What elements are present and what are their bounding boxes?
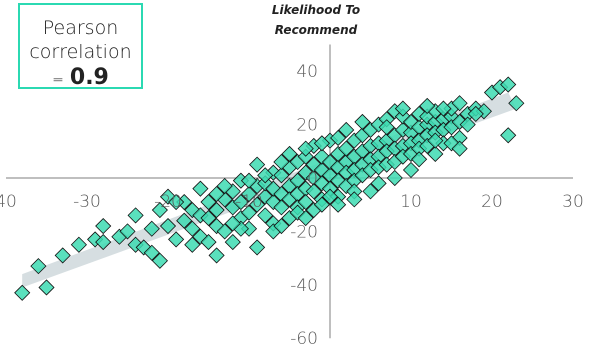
data-point (38, 279, 55, 296)
data-point (14, 284, 31, 301)
annotation-value: 0.9 (69, 65, 109, 90)
data-point (151, 201, 168, 219)
data-point (216, 223, 233, 240)
data-point (95, 217, 112, 235)
data-point (70, 236, 87, 253)
data-point (143, 220, 160, 237)
x-tick-label: 30 (562, 192, 584, 212)
data-point (313, 135, 330, 152)
annotation-equals: = (52, 72, 64, 88)
data-point (184, 236, 201, 253)
data-point (419, 97, 436, 114)
data-point (224, 234, 241, 251)
data-point (192, 180, 209, 197)
x-tick-label: 20 (481, 192, 503, 212)
data-point (402, 161, 420, 179)
data-point (224, 215, 241, 232)
data-point (500, 76, 517, 93)
data-point (200, 234, 217, 251)
data-point (273, 167, 290, 184)
ticks-layer: 40 -30 -20 -10 10 20 30 40 20 0 -20 -40 -60 (0, 62, 584, 347)
x-tick-label: 10 (400, 192, 422, 212)
data-point (240, 185, 258, 203)
data-point (232, 193, 249, 211)
data-point (208, 185, 225, 203)
data-point (435, 100, 452, 117)
data-point (451, 140, 468, 157)
data-point (143, 244, 160, 261)
y-tick-label: 20 (296, 116, 318, 136)
data-point (240, 172, 258, 189)
x-tick-label: 40 (0, 192, 17, 212)
y-tick-label: -40 (290, 276, 318, 296)
data-point (313, 196, 330, 213)
data-point (168, 193, 185, 211)
y-axis-title-line1: Likelihood To (272, 3, 360, 17)
data-point (386, 169, 403, 187)
annotation-line1: Pearson (42, 17, 119, 39)
data-point (427, 132, 444, 149)
data-point (378, 119, 395, 136)
data-point (411, 151, 428, 168)
data-point (249, 239, 266, 256)
data-point (240, 204, 258, 221)
annotation-value-row: = 0.9 (20, 66, 141, 92)
data-point (200, 193, 217, 211)
annotation-line2: correlation (29, 41, 132, 63)
correlation-annotation: Pearson correlation = 0.9 (18, 3, 143, 92)
data-point (338, 140, 355, 157)
data-point (338, 121, 355, 139)
data-point (370, 175, 387, 192)
data-point (257, 167, 274, 184)
data-point (176, 212, 193, 229)
data-point (95, 234, 112, 251)
data-point (127, 207, 144, 224)
data-point (508, 95, 525, 112)
x-tick-label: -30 (73, 192, 101, 212)
data-point (330, 129, 347, 147)
data-point (257, 207, 274, 224)
data-point (119, 223, 136, 240)
data-point (297, 193, 314, 211)
data-point (394, 100, 411, 117)
data-point (467, 105, 484, 122)
data-point (30, 258, 47, 275)
data-point (451, 95, 468, 112)
data-point (273, 217, 290, 235)
y-tick-label: 40 (296, 62, 318, 82)
data-point (427, 145, 444, 163)
data-point (168, 231, 185, 248)
y-tick-label: -60 (290, 329, 318, 347)
data-point (330, 196, 347, 213)
data-point (305, 183, 322, 200)
y-tick-label: -20 (290, 222, 318, 242)
y-axis-title-line2: Recommend (275, 23, 358, 37)
data-point (184, 220, 201, 237)
data-point (216, 177, 233, 195)
data-point (297, 140, 314, 157)
data-point (321, 188, 339, 205)
data-point (54, 247, 71, 264)
points-layer (14, 76, 525, 301)
data-point (297, 209, 314, 227)
data-point (354, 113, 371, 130)
data-point (273, 199, 290, 216)
data-point (200, 209, 217, 227)
data-point (208, 247, 225, 264)
data-point (346, 191, 363, 208)
data-point (249, 156, 266, 173)
data-point (151, 252, 168, 269)
data-point (208, 201, 225, 219)
data-point (362, 183, 379, 200)
x-tick-label: -10 (235, 192, 263, 212)
data-point (500, 127, 517, 144)
y-tick-label: 0 (307, 169, 318, 189)
x-tick-label: -20 (154, 192, 182, 212)
data-point (459, 116, 476, 133)
data-point (249, 196, 266, 213)
data-point (273, 153, 290, 171)
data-point (281, 145, 298, 163)
data-point (159, 217, 177, 235)
